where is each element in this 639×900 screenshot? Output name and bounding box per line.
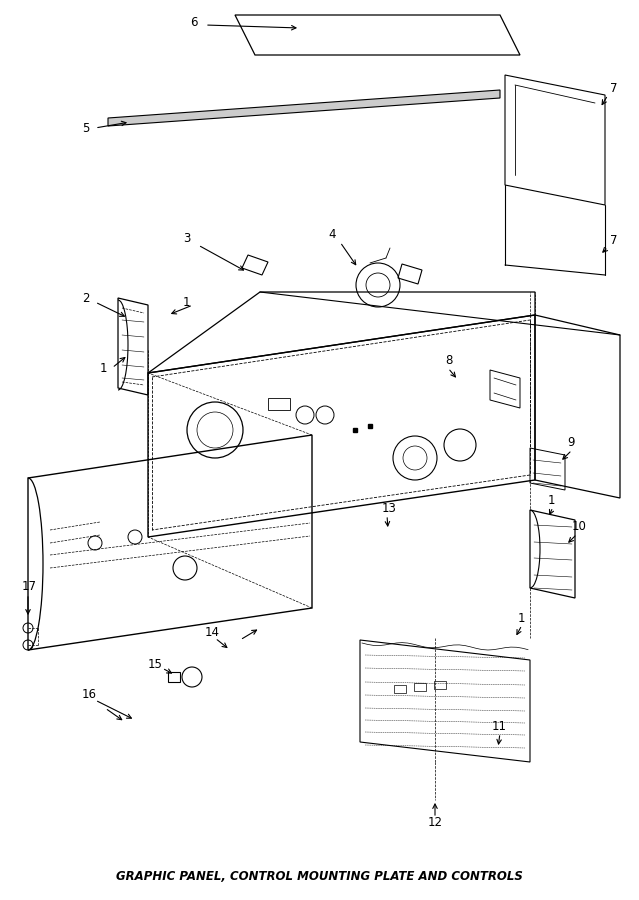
Text: 2: 2 xyxy=(82,292,89,304)
Bar xyxy=(414,683,426,691)
Text: 9: 9 xyxy=(567,436,574,449)
Bar xyxy=(434,681,446,689)
Bar xyxy=(394,685,406,693)
Text: 10: 10 xyxy=(572,520,587,534)
Text: 14: 14 xyxy=(205,626,220,638)
Polygon shape xyxy=(108,90,500,126)
Text: 11: 11 xyxy=(492,719,507,733)
Text: 16: 16 xyxy=(82,688,97,701)
Text: 7: 7 xyxy=(610,233,617,247)
Text: 1: 1 xyxy=(548,493,555,507)
Text: 3: 3 xyxy=(183,231,190,245)
Text: GRAPHIC PANEL, CONTROL MOUNTING PLATE AND CONTROLS: GRAPHIC PANEL, CONTROL MOUNTING PLATE AN… xyxy=(116,869,523,883)
Text: 5: 5 xyxy=(82,122,89,134)
Text: 1: 1 xyxy=(100,362,107,374)
Text: 13: 13 xyxy=(382,501,397,515)
Text: 1: 1 xyxy=(518,611,525,625)
Text: 12: 12 xyxy=(428,815,443,829)
Text: 15: 15 xyxy=(148,659,163,671)
Text: 17: 17 xyxy=(22,580,37,593)
Text: 7: 7 xyxy=(610,82,617,94)
Text: 4: 4 xyxy=(328,229,335,241)
Text: 6: 6 xyxy=(190,15,197,29)
Text: 1: 1 xyxy=(183,295,190,309)
Bar xyxy=(268,398,290,410)
Bar xyxy=(168,672,180,682)
Text: 8: 8 xyxy=(445,354,452,366)
